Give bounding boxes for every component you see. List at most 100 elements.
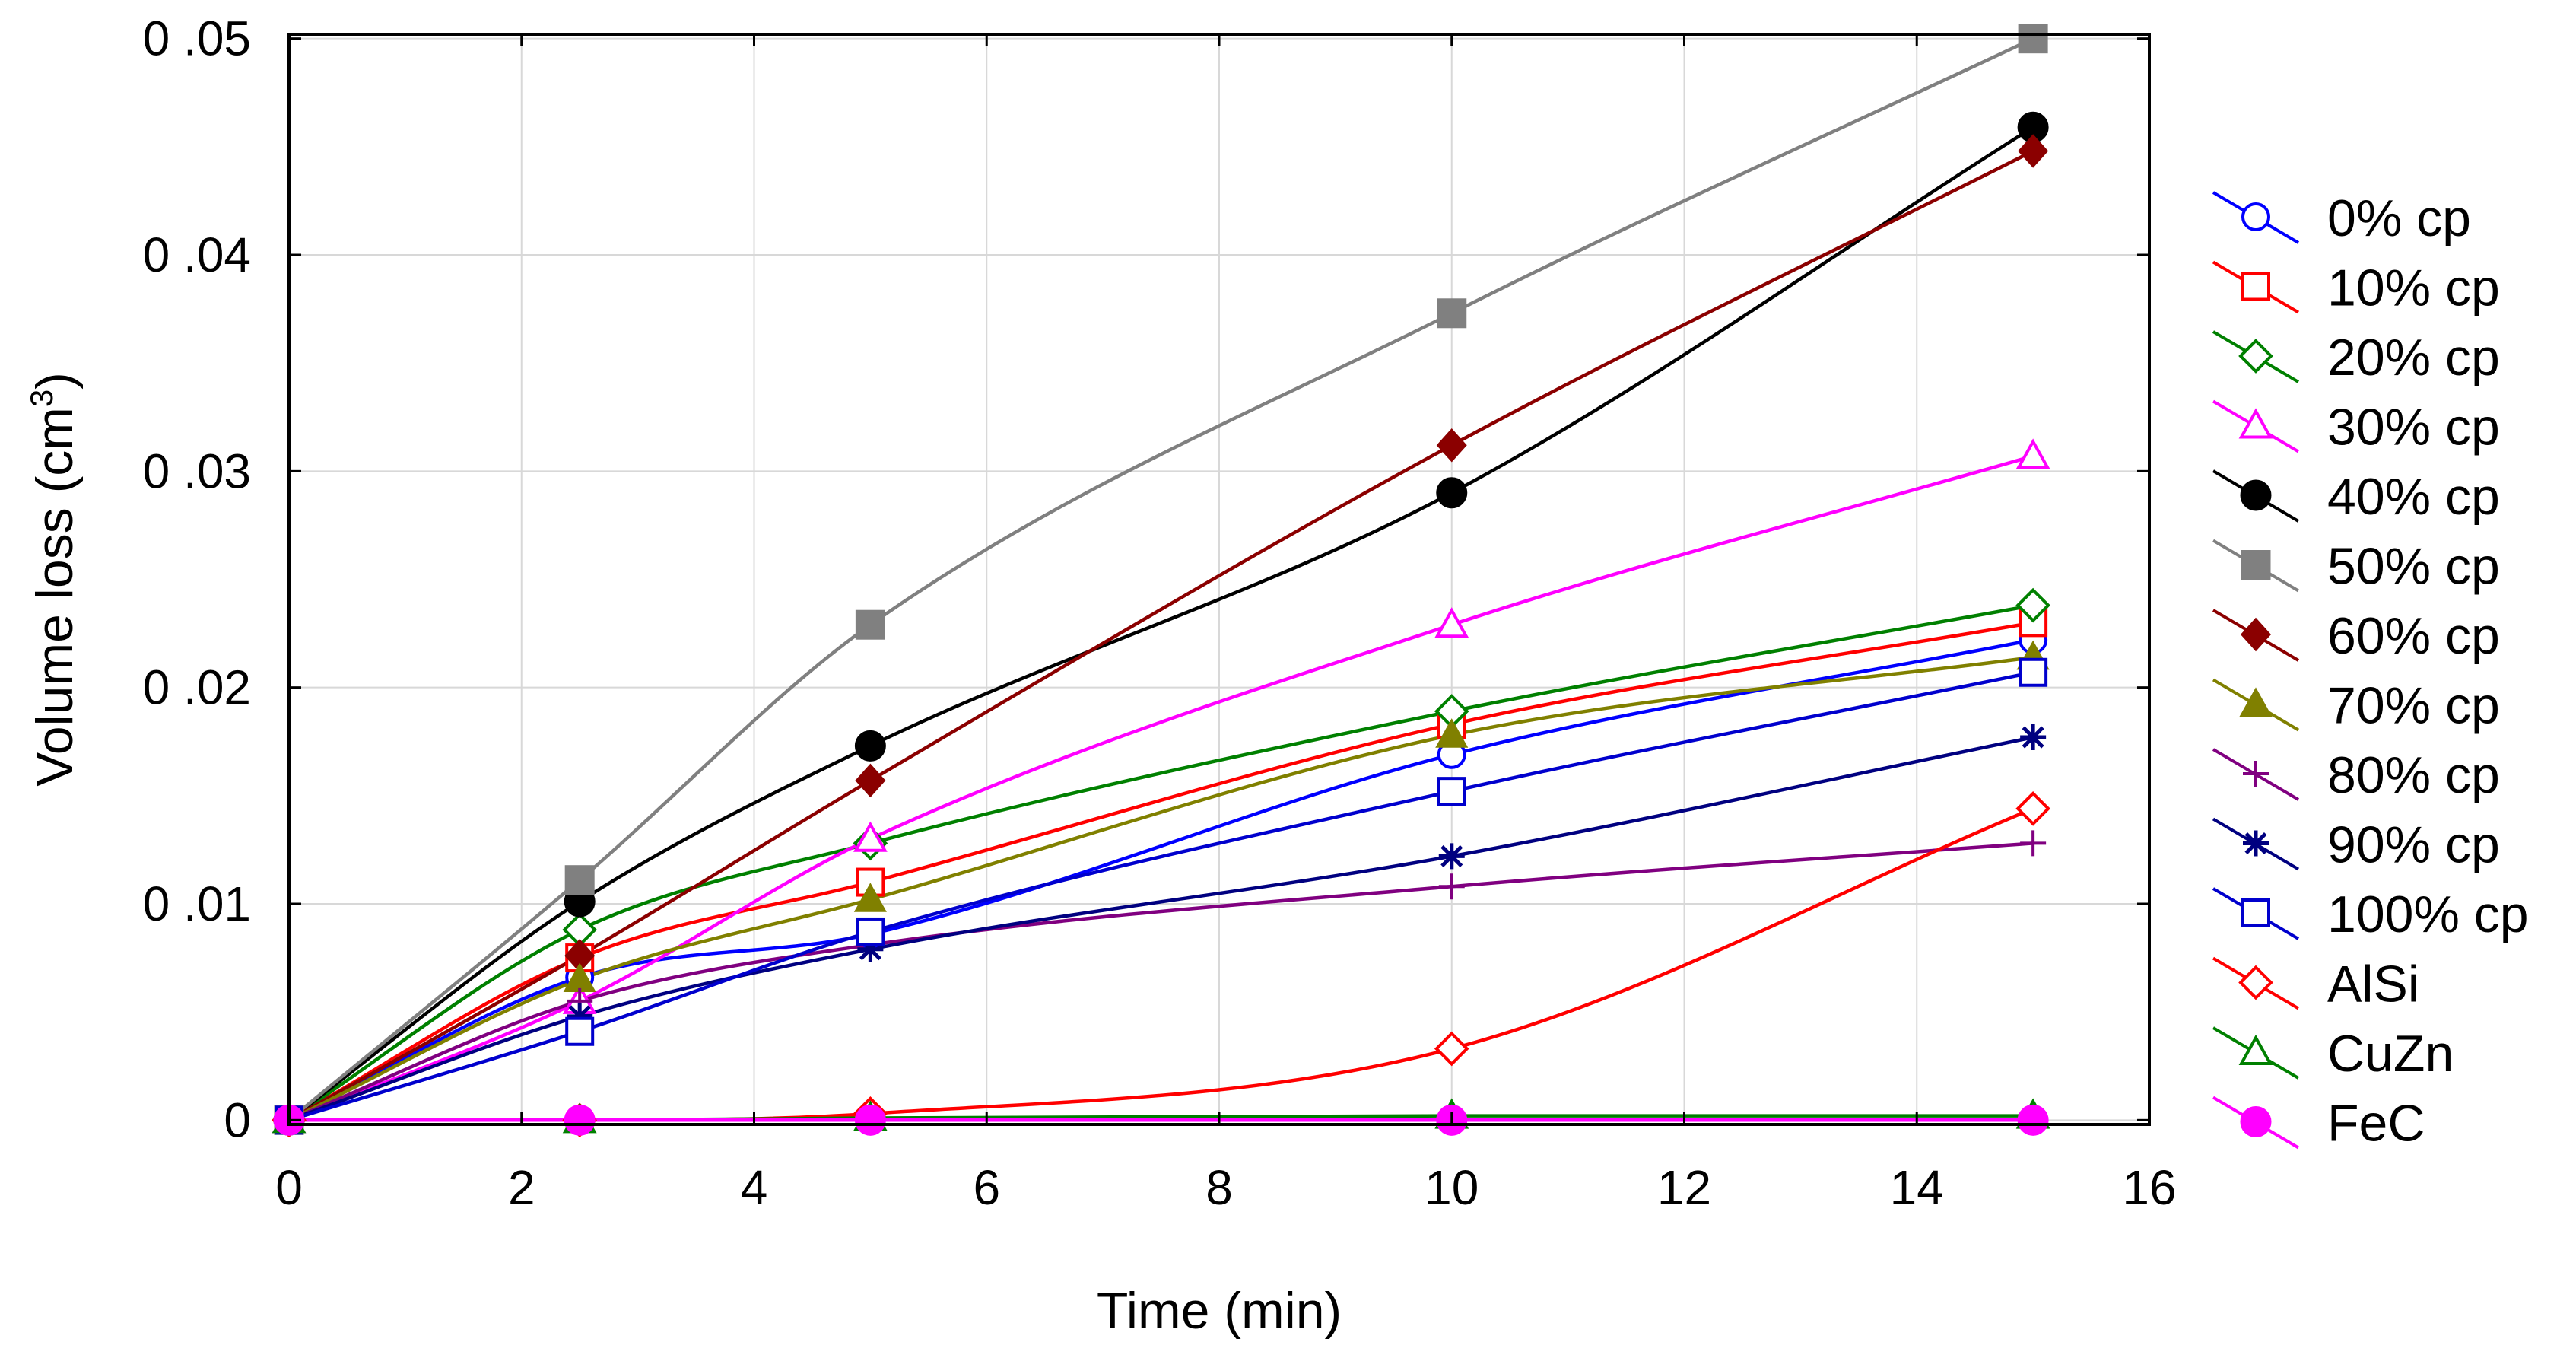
data-point-series-11 xyxy=(565,1016,595,1046)
legend: 0% cp 10% cp 20% cp 30% cp 40% cp 50% cp 60% c… xyxy=(2212,189,2529,1153)
data-point-series-8 xyxy=(853,883,887,912)
data-point-series-4 xyxy=(853,821,888,852)
legend-label: 30% cp xyxy=(2327,399,2500,456)
legend-marker xyxy=(2240,617,2272,652)
x-tick-label: 0 xyxy=(275,1160,303,1215)
data-point-series-7 xyxy=(855,763,886,798)
legend-marker xyxy=(2240,479,2272,511)
data-point-series-11 xyxy=(856,917,885,946)
y-tick-label: 0 .04 xyxy=(143,227,251,282)
axis-ticks: 0 2 4 6 8 10 12 14 16 0 0 .01 0 .02 0 .03 0 .04 0 .05 xyxy=(143,11,2177,1215)
legend-marker xyxy=(2240,1106,2272,1137)
data-point-series-4 xyxy=(1434,607,1469,638)
y-axis-title-main: Volume loss (cm xyxy=(26,407,84,787)
legend-item-12: AlSi xyxy=(2212,956,2419,1013)
x-tick-label: 10 xyxy=(1425,1160,1479,1215)
series-line-5 xyxy=(287,126,2034,1122)
legend-item-10: 90% cp xyxy=(2212,816,2500,874)
legend-marker xyxy=(2243,830,2269,857)
x-tick-label: 4 xyxy=(741,1160,768,1215)
legend-label: 10% cp xyxy=(2327,259,2500,317)
legend-item-1: 0% cp xyxy=(2212,189,2471,247)
series-line-4 xyxy=(288,454,2034,1122)
legend-item-4: 30% cp xyxy=(2212,399,2500,456)
legend-marker xyxy=(2241,272,2270,301)
data-point-series-10 xyxy=(567,1003,593,1029)
y-tick-label: 0 .03 xyxy=(143,444,251,498)
legend-marker xyxy=(2241,898,2270,927)
legend-label: 50% cp xyxy=(2327,538,2500,596)
data-point-series-10 xyxy=(1438,843,1465,870)
legend-marker xyxy=(2238,1034,2273,1065)
series-lines xyxy=(287,37,2034,1122)
legend-label: 60% cp xyxy=(2327,607,2500,665)
x-axis-title: Time (min) xyxy=(1097,1282,1342,1340)
x-tick-label: 6 xyxy=(973,1160,1000,1215)
legend-marker xyxy=(2238,339,2273,374)
data-point-series-6 xyxy=(564,865,595,895)
legend-label: 80% cp xyxy=(2327,746,2500,804)
series-line-7 xyxy=(287,149,2034,1122)
series-line-8 xyxy=(288,655,2034,1122)
legend-label: AlSi xyxy=(2327,956,2419,1013)
legend-marker xyxy=(2238,408,2273,439)
data-point-series-14 xyxy=(564,1104,596,1136)
data-point-series-6 xyxy=(1437,298,1467,329)
legend-label: 40% cp xyxy=(2327,468,2500,526)
series-line-6 xyxy=(287,37,2034,1122)
data-point-series-12 xyxy=(1434,1031,1469,1067)
legend-item-2: 10% cp xyxy=(2212,259,2500,317)
series-line-10 xyxy=(288,735,2034,1122)
series-line-3 xyxy=(287,603,2034,1122)
legend-item-7: 60% cp xyxy=(2212,607,2500,665)
data-point-series-12 xyxy=(2015,791,2050,826)
legend-marker xyxy=(2243,761,2269,787)
data-point-series-9 xyxy=(2020,830,2047,857)
x-tick-label: 8 xyxy=(1205,1160,1233,1215)
legend-label: 0% cp xyxy=(2327,189,2471,247)
x-tick-label: 16 xyxy=(2122,1160,2176,1215)
data-point-series-4 xyxy=(2015,438,2050,469)
x-tick-label: 14 xyxy=(1890,1160,1944,1215)
y-axis-title-suffix: ) xyxy=(26,372,84,390)
legend-item-13: CuZn xyxy=(2212,1025,2454,1083)
legend-marker xyxy=(2241,202,2270,231)
data-point-series-6 xyxy=(855,609,885,640)
legend-item-5: 40% cp xyxy=(2212,468,2500,526)
data-point-series-14 xyxy=(2017,1104,2049,1136)
series-line-2 xyxy=(287,621,2034,1122)
data-point-series-11 xyxy=(1437,777,1466,806)
y-axis-title-superscript: 3 xyxy=(24,390,59,407)
series-line-11 xyxy=(288,670,2034,1122)
legend-item-14: FeC xyxy=(2212,1095,2425,1153)
legend-marker xyxy=(2238,965,2273,1000)
y-tick-label: 0 .02 xyxy=(143,660,251,715)
legend-item-11: 100% cp xyxy=(2212,886,2529,943)
data-point-series-10 xyxy=(857,936,884,962)
legend-label: FeC xyxy=(2327,1095,2425,1153)
series-line-1 xyxy=(288,638,2034,1122)
y-tick-label: 0 .05 xyxy=(143,11,251,66)
x-tick-label: 12 xyxy=(1657,1160,1711,1215)
data-point-series-8 xyxy=(1435,718,1469,748)
legend-label: 70% cp xyxy=(2327,677,2500,735)
legend-item-9: 80% cp xyxy=(2212,746,2500,804)
y-tick-label: 0 .01 xyxy=(143,876,251,931)
legend-item-8: 70% cp xyxy=(2212,677,2500,735)
legend-label: 90% cp xyxy=(2327,816,2500,874)
data-point-series-6 xyxy=(2018,24,2048,54)
data-point-series-5 xyxy=(1436,477,1468,509)
legend-item-3: 20% cp xyxy=(2212,329,2500,386)
data-point-series-10 xyxy=(2020,724,2047,751)
legend-label: 100% cp xyxy=(2327,886,2529,943)
data-point-series-3 xyxy=(2015,587,2050,623)
legend-label: CuZn xyxy=(2327,1025,2454,1083)
data-point-series-9 xyxy=(1438,873,1465,900)
legend-marker xyxy=(2239,687,2273,717)
series-line-9 xyxy=(288,841,2034,1122)
data-point-series-7 xyxy=(1436,428,1467,463)
y-axis-title: Volume loss (cm3) xyxy=(24,372,84,787)
data-point-series-11 xyxy=(2019,657,2048,687)
y-tick-label: 0 xyxy=(224,1092,251,1147)
